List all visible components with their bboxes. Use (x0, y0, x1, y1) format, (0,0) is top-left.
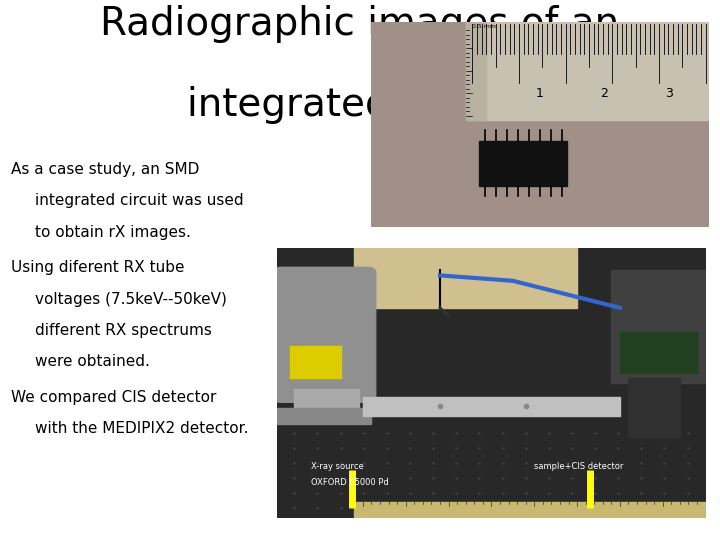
Text: 2: 2 (600, 87, 608, 100)
Bar (466, 22, 486, 120)
Text: were obtained.: were obtained. (35, 354, 150, 369)
Text: integrated circuit.: integrated circuit. (186, 86, 534, 124)
Text: Radiographic images of an: Radiographic images of an (100, 5, 620, 43)
Text: 0.5 mm: 0.5 mm (472, 24, 496, 29)
Text: OXFORD S5000 Pd: OXFORD S5000 Pd (312, 478, 390, 487)
Bar (354, 248, 577, 308)
Bar (277, 408, 372, 424)
Bar (294, 389, 359, 416)
Text: different RX spectrums: different RX spectrums (35, 323, 212, 338)
Text: to obtain rX images.: to obtain rX images. (35, 225, 190, 240)
Text: 3: 3 (665, 87, 672, 100)
Bar (354, 502, 706, 518)
Text: integrated circuit was used: integrated circuit was used (35, 193, 243, 208)
Bar (290, 346, 341, 378)
Bar (620, 332, 697, 373)
Text: We compared CIS detector: We compared CIS detector (11, 390, 216, 405)
Bar (466, 22, 709, 120)
Bar (363, 397, 620, 416)
FancyBboxPatch shape (273, 267, 376, 402)
Text: with the MEDIPIX2 detector.: with the MEDIPIX2 detector. (35, 421, 248, 436)
Text: As a case study, an SMD: As a case study, an SMD (11, 162, 199, 177)
Text: voltages (7.5keV--50keV): voltages (7.5keV--50keV) (35, 292, 226, 307)
Bar (479, 140, 567, 186)
Bar (629, 378, 680, 437)
Text: 1: 1 (536, 87, 544, 100)
Text: Using diferent RX tube: Using diferent RX tube (11, 260, 184, 275)
Text: sample+CIS detector: sample+CIS detector (534, 462, 624, 471)
Bar (611, 270, 706, 383)
Text: X-ray source: X-ray source (312, 462, 364, 471)
